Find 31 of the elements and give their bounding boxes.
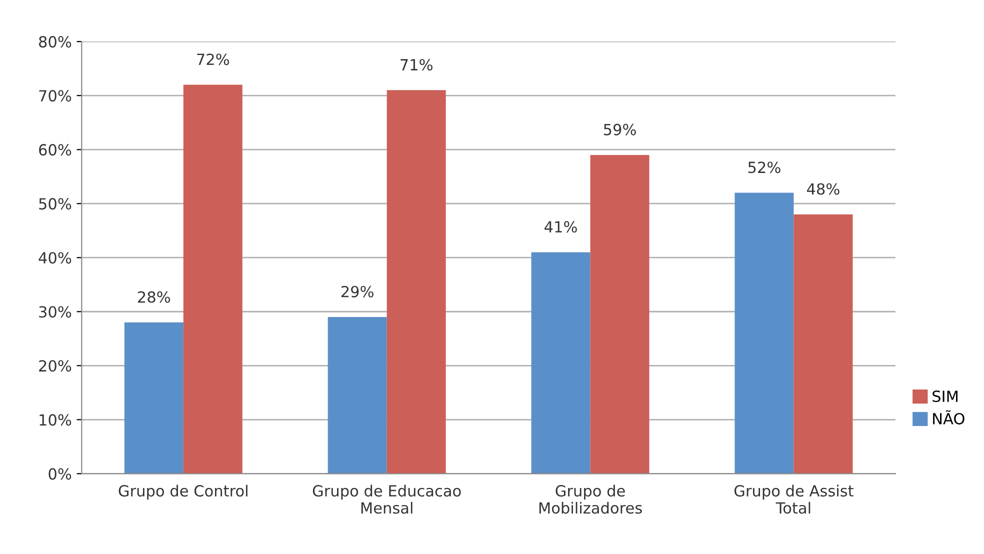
y-tick-label: 10% [40,414,72,426]
legend-label: NÃO [933,410,964,424]
x-tick-label: Grupo de Mobilizadores [539,484,642,514]
data-label: 72% [197,54,230,66]
data-label: 41% [544,221,577,233]
bar [531,252,590,474]
legend-label: SIM [932,390,958,402]
bar [183,84,242,474]
data-label: 48% [806,183,840,195]
y-tick-label: 50% [39,198,72,210]
y-tick-label: 20% [39,360,72,372]
bar [386,90,446,474]
y-tick-label: 0% [48,468,72,480]
bar [124,322,184,474]
y-tick-label: 70% [39,90,72,102]
x-tick-label: Grupo de Assist Total [734,484,854,514]
y-tick-label: 60% [39,144,72,156]
data-label: 59% [604,124,636,136]
data-label: 71% [400,58,432,71]
bar [794,214,853,474]
bar [328,317,387,474]
y-tick-label: 80% [39,36,72,48]
y-tick-label: 40% [38,252,72,264]
bar [590,154,650,474]
x-tick-label: Grupo de Control [118,484,248,500]
bar [734,192,794,474]
y-tick-label: 30% [39,306,72,318]
x-tick-label: Grupo de Educacao Mensal [312,484,461,514]
data-label: 29% [341,286,374,298]
data-label: 52% [748,162,780,174]
data-label: 28% [138,291,170,303]
